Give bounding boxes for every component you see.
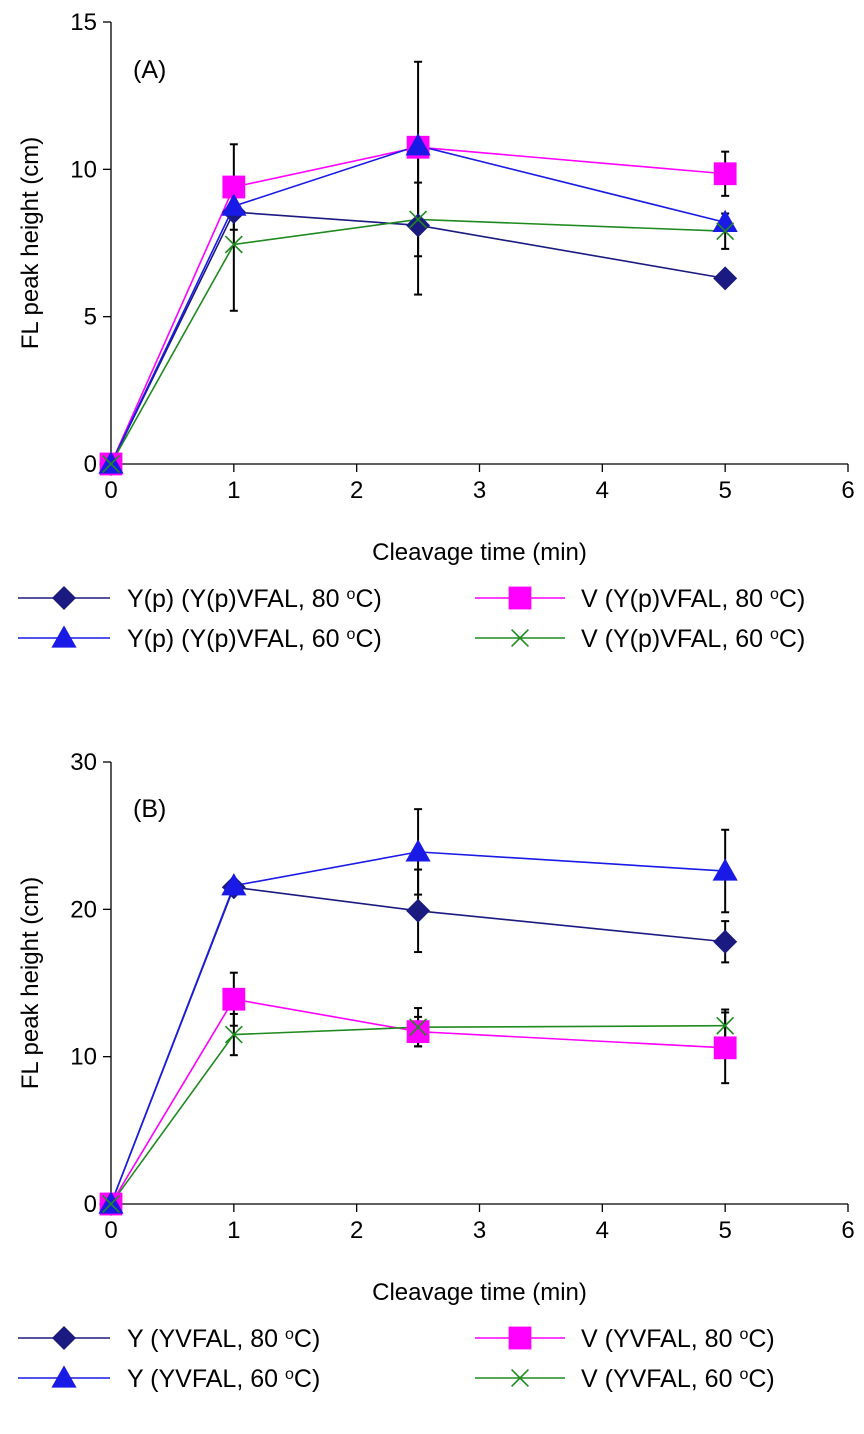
square-marker	[222, 987, 246, 1011]
legend-label: Y(p) (Y(p)VFAL, 60 oC)	[127, 625, 382, 653]
legend-label: Y (YVFAL, 80 oC)	[127, 1325, 320, 1353]
legend-label: V (Y(p)VFAL, 80 oC)	[581, 585, 805, 613]
triangle-marker	[51, 625, 77, 648]
x-tick-label: 4	[596, 1217, 609, 1244]
legend-entry: Y (YVFAL, 60 oC)	[18, 1365, 320, 1393]
diamond-marker	[713, 929, 738, 954]
y-tick-label: 10	[70, 156, 97, 183]
diamond-marker	[406, 213, 431, 238]
x-marker	[511, 629, 529, 647]
triangle-marker	[405, 133, 431, 156]
series-line	[110, 211, 726, 465]
x-tick-label: 1	[227, 1217, 240, 1244]
x-axis-title: Cleavage time (min)	[372, 539, 587, 566]
diamond-marker	[406, 898, 431, 923]
triangle-marker	[98, 451, 124, 474]
x-marker	[102, 455, 120, 473]
legend-entry: V (YVFAL, 60 oC)	[475, 1365, 775, 1393]
triangle-marker	[712, 209, 738, 232]
diamond-marker	[52, 586, 76, 610]
legend-entry: V (Y(p)VFAL, 80 oC)	[475, 585, 805, 613]
y-tick-label: 20	[70, 896, 97, 923]
x-marker	[102, 1195, 120, 1213]
legend-entry: Y(p) (Y(p)VFAL, 80 oC)	[18, 585, 382, 613]
triangle-marker	[712, 858, 738, 881]
x-tick-label: 2	[350, 477, 363, 504]
x-tick-label: 2	[350, 1217, 363, 1244]
panel-label: (A)	[133, 56, 166, 84]
square-marker	[406, 1020, 430, 1044]
legend-label: V (Y(p)VFAL, 60 oC)	[581, 625, 805, 653]
x-marker	[716, 222, 735, 241]
series-line	[110, 218, 726, 465]
x-tick-label: 3	[473, 477, 486, 504]
series-line	[110, 146, 726, 465]
legend-entry: V (Y(p)VFAL, 60 oC)	[475, 625, 805, 653]
x-tick-label: 6	[841, 1217, 854, 1244]
x-axis-title: Cleavage time (min)	[372, 1279, 587, 1306]
x-tick-label: 1	[227, 477, 240, 504]
x-marker	[511, 1369, 529, 1387]
triangle-marker	[221, 873, 247, 896]
y-axis-title: FL peak height (cm)	[17, 137, 44, 350]
x-tick-label: 3	[473, 1217, 486, 1244]
x-marker	[224, 235, 243, 254]
series-line	[110, 1024, 726, 1205]
legend-label: Y(p) (Y(p)VFAL, 80 oC)	[127, 585, 382, 613]
square-marker	[222, 175, 246, 199]
series-line	[110, 144, 726, 465]
legend-entry: Y(p) (Y(p)VFAL, 60 oC)	[18, 625, 382, 653]
x-tick-label: 4	[596, 477, 609, 504]
chart-panel-a: 0 1 2 3 4 5 6 0 5 10 15 Cleavage time (min) FL peak …	[17, 9, 855, 653]
y-tick-label: 10	[70, 1044, 97, 1071]
triangle-marker	[221, 193, 247, 216]
x-marker	[409, 210, 428, 229]
series-line	[110, 851, 726, 1205]
triangle-marker	[405, 839, 431, 862]
diamond-marker	[52, 1326, 76, 1350]
x-marker	[224, 1025, 243, 1044]
y-tick-label: 15	[70, 9, 97, 36]
x-tick-label: 0	[104, 1217, 117, 1244]
x-tick-label: 0	[104, 477, 117, 504]
square-marker	[713, 1036, 737, 1060]
square-marker	[508, 586, 532, 610]
x-marker	[716, 1016, 735, 1035]
x-tick-label: 5	[718, 477, 731, 504]
legend-label: V (YVFAL, 80 oC)	[581, 1325, 775, 1353]
y-tick-label: 5	[84, 304, 97, 331]
diamond-marker	[713, 266, 738, 291]
x-tick-label: 6	[841, 477, 854, 504]
legend-label: V (YVFAL, 60 oC)	[581, 1365, 775, 1393]
triangle-marker	[98, 1191, 124, 1214]
square-marker	[508, 1326, 532, 1350]
y-axis-title: FL peak height (cm)	[17, 877, 44, 1090]
x-tick-label: 5	[718, 1217, 731, 1244]
square-marker	[713, 162, 737, 186]
y-tick-label: 0	[84, 1191, 97, 1218]
legend-entry: Y (YVFAL, 80 oC)	[18, 1325, 320, 1353]
x-marker	[409, 1018, 428, 1037]
chart-panel-b: 0 1 2 3 4 5 6 0 10 20 30 Cleavage time (min) FL peak…	[17, 749, 855, 1393]
legend-entry: V (YVFAL, 80 oC)	[475, 1325, 775, 1353]
series-line	[110, 998, 726, 1205]
legend-label: Y (YVFAL, 60 oC)	[127, 1365, 320, 1393]
y-tick-label: 0	[84, 451, 97, 478]
panel-label: (B)	[133, 795, 166, 823]
triangle-marker	[51, 1365, 77, 1388]
y-tick-label: 30	[70, 749, 97, 776]
